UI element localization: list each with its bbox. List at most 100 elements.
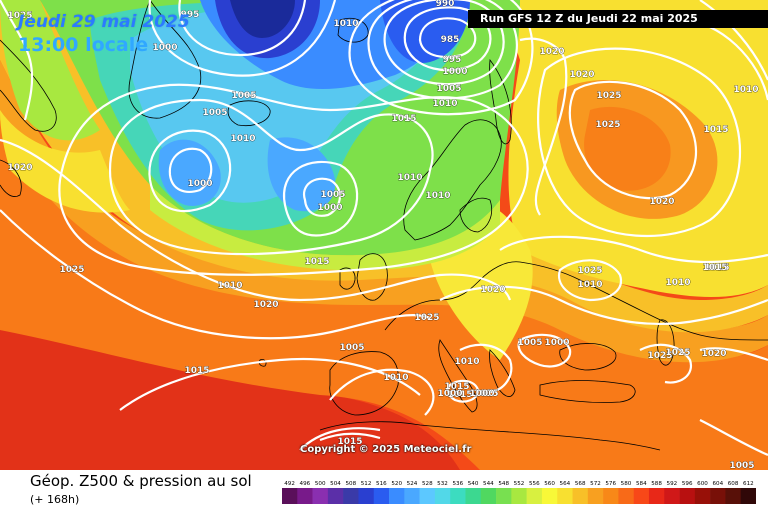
legend-label: 584 (636, 481, 647, 487)
legend-label: 560 (544, 481, 555, 487)
legend-label: 572 (590, 481, 601, 487)
legend-swatch (710, 488, 726, 504)
legend-swatch (633, 488, 650, 504)
isobar-1025-nw (0, 0, 34, 121)
legend-swatch (648, 488, 665, 504)
isobar-label: 1025 (647, 351, 672, 361)
isobar-label: 1010 (425, 191, 450, 201)
legend-label: 592 (667, 481, 678, 487)
legend-label: 516 (376, 481, 387, 487)
isobar-label: 995 (181, 10, 200, 20)
isobar-low-north-1 (418, 17, 477, 58)
legend-label: 532 (437, 481, 448, 487)
legend-swatch (664, 488, 680, 504)
legend-label: 536 (452, 481, 463, 487)
isobar-label: 1000 (437, 389, 462, 399)
isobar-label: 995 (443, 55, 462, 65)
isobar-label: 1015 (447, 390, 472, 400)
color-legend: 492 496 500 504 508 512 516 520 524 528 532 536 540 5… (282, 481, 756, 504)
isobar-label: 1025 (595, 120, 620, 130)
isobar-1010-west (108, 98, 434, 256)
isobar-west-low-1 (168, 147, 213, 193)
isobar-1000-east (699, 347, 768, 362)
isobar-mid-low-2 (282, 160, 359, 237)
field-orange-east-inner (584, 106, 671, 191)
isobar-1015-africa (319, 432, 381, 442)
coast-newfoundland (0, 159, 22, 197)
legend-label: 544 (483, 481, 494, 487)
legend-label: 576 (605, 481, 616, 487)
isobar-label: 1025 (59, 265, 84, 275)
legend-swatch (404, 488, 420, 504)
legend-swatch (282, 488, 298, 504)
coast-svalbard (337, 18, 369, 43)
isobar-1015-central (499, 235, 768, 264)
isobar-label: 1015 (703, 125, 728, 135)
coast-north-africa (319, 421, 661, 451)
isobar-low-north-3 (383, 0, 505, 86)
legend-swatch (450, 488, 466, 504)
legend-label: 512 (361, 481, 372, 487)
isobar-1005-se (699, 419, 768, 457)
legend-swatch (587, 488, 604, 504)
isobar-label: 1010 (217, 281, 242, 291)
legend-label: 496 (300, 481, 311, 487)
isobar-label: 1005 (231, 91, 256, 101)
isobar-label: 1005 (517, 338, 542, 348)
field-light-green (150, 185, 500, 271)
field-orange (0, 120, 768, 470)
legend-swatch (725, 488, 742, 504)
legend-swatch (618, 488, 634, 504)
legend-label: 492 (284, 481, 295, 487)
isobar-mid-low-1 (302, 177, 341, 217)
legend-swatch (389, 488, 405, 504)
coast-iberia (329, 351, 399, 416)
legend-swatch (343, 488, 359, 504)
chart-subtitle: (+ 168h) (30, 493, 80, 506)
coast-italy (438, 339, 478, 413)
legend-swatch (373, 488, 390, 504)
coastlines (0, 0, 768, 451)
isobar-label: 1020 (701, 349, 726, 359)
coast-greenland (128, 0, 202, 119)
isobar-label: 1015 (702, 263, 727, 273)
isobar-label: 1025 (577, 266, 602, 276)
legend-swatch (572, 488, 589, 504)
isobar-label: 1010 (383, 373, 408, 383)
isobar-label: 985 (441, 35, 460, 45)
legend-label: 552 (514, 481, 525, 487)
legend-swatch (434, 488, 451, 504)
isobar-label: 1000 (544, 338, 569, 348)
isobar-label: 1010 (230, 134, 255, 144)
isobar-1020-iberia (329, 368, 435, 416)
isobar-label: 1020 (539, 47, 564, 57)
legend-label: 588 (651, 481, 662, 487)
isobar-label: 1000 (442, 67, 467, 77)
chart-title: Géop. Z500 & pression au sol (30, 472, 252, 490)
isobar-label: 1015 (304, 257, 329, 267)
isobar-1015-iberia (299, 427, 381, 451)
isobar-label: 1020 (480, 285, 505, 295)
coast-scandinavia (403, 119, 502, 241)
isobar-label: 1015 (444, 382, 469, 392)
isobar-1020-east (519, 37, 568, 216)
isobar-label: 1010 (665, 278, 690, 288)
legend-label: 548 (498, 481, 509, 487)
legend-label: 608 (728, 481, 739, 487)
isobar-1025-atlantic (0, 209, 431, 340)
isobar-1025-east (568, 80, 698, 200)
isobar-label: 1010 (577, 280, 602, 290)
isobar-1010-balkans (517, 333, 572, 368)
legend-swatch (297, 488, 313, 504)
isobar-label: 1000 (152, 43, 177, 53)
legend-label: 504 (330, 481, 341, 487)
legend-label: 520 (391, 481, 402, 487)
isobar-label: 1015 (337, 437, 362, 447)
legend-swatch (541, 488, 558, 504)
isobar-label: 1005 (202, 108, 227, 118)
legend-label: 580 (621, 481, 632, 487)
coast-turkey (539, 380, 636, 403)
isobar-label: 1015 (473, 389, 498, 399)
coast-ireland (339, 267, 356, 290)
legend-swatch (480, 488, 497, 504)
